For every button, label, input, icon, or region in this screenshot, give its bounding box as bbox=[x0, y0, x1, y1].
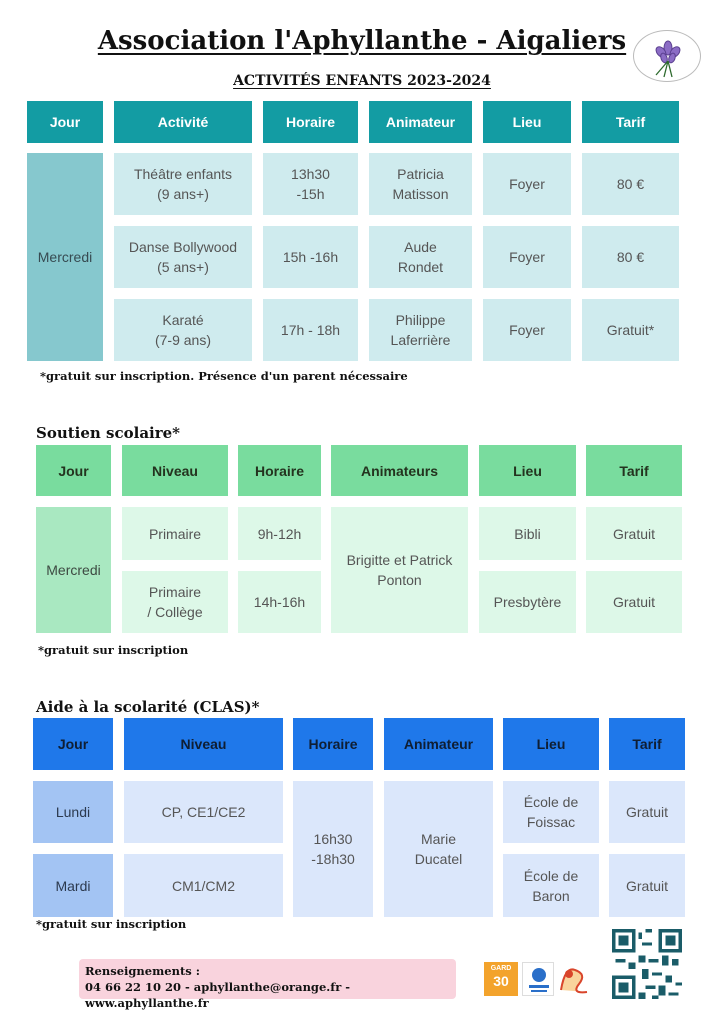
lieu-cell: Presbytère bbox=[479, 571, 576, 633]
animateur-cell: Marie Ducatel bbox=[384, 781, 493, 917]
caf-logo-icon bbox=[522, 962, 554, 996]
page-subtitle: ACTIVITÉS ENFANTS 2023-2024 bbox=[233, 73, 491, 89]
header-lieu: Lieu bbox=[503, 718, 599, 770]
animateur-cell: Patricia Matisson bbox=[369, 153, 472, 215]
header-lieu: Lieu bbox=[479, 445, 576, 496]
header-horaire: Horaire bbox=[293, 718, 373, 770]
tarif-cell: Gratuit bbox=[586, 571, 682, 633]
animateurs-cell: Brigitte et Patrick Ponton bbox=[331, 507, 468, 633]
activity-cell: Danse Bollywood (5 ans+) bbox=[114, 226, 252, 288]
header-jour: Jour bbox=[33, 718, 113, 770]
horaire-cell: 16h30 -18h30 bbox=[293, 781, 373, 917]
contact-line[interactable]: 04 66 22 10 20 - aphyllanthe@orange.fr -… bbox=[85, 980, 351, 1010]
page-title: Association l'Aphyllanthe - Aigaliers bbox=[97, 26, 627, 56]
header-jour: Jour bbox=[27, 101, 103, 143]
header-animateur: Animateur bbox=[384, 718, 493, 770]
qr-code-icon bbox=[612, 929, 682, 999]
header-niveau: Niveau bbox=[122, 445, 228, 496]
clas-note: *gratuit sur inscription bbox=[36, 917, 187, 931]
lieu-cell: Foyer bbox=[483, 299, 571, 361]
header-tarif: Tarif bbox=[582, 101, 679, 143]
lieu-cell: Foyer bbox=[483, 153, 571, 215]
day-cell: Lundi bbox=[33, 781, 113, 843]
lieu-cell: École de Foissac bbox=[503, 781, 599, 843]
horaire-cell: 13h30 -15h bbox=[263, 153, 358, 215]
activity-cell: Théâtre enfants (9 ans+) bbox=[114, 153, 252, 215]
section-title-clas: Aide à la scolarité (CLAS)* bbox=[36, 698, 260, 716]
header-activite: Activité bbox=[114, 101, 252, 143]
section-title-soutien: Soutien scolaire* bbox=[36, 424, 181, 442]
aphyllanthe-flower-icon bbox=[633, 30, 701, 82]
header-horaire: Horaire bbox=[263, 101, 358, 143]
header-horaire: Horaire bbox=[238, 445, 321, 496]
lieu-cell: Foyer bbox=[483, 226, 571, 288]
header-niveau: Niveau bbox=[124, 718, 283, 770]
tarif-cell: 80 € bbox=[582, 226, 679, 288]
header-tarif: Tarif bbox=[586, 445, 682, 496]
tarif-cell: Gratuit bbox=[609, 781, 685, 843]
header-jour: Jour bbox=[36, 445, 111, 496]
niveau-cell: CM1/CM2 bbox=[124, 854, 283, 917]
gard-logo-icon: GARD 30 bbox=[484, 962, 518, 996]
day-cell: Mardi bbox=[33, 854, 113, 917]
lieu-cell: Bibli bbox=[479, 507, 576, 560]
soutien-note: *gratuit sur inscription bbox=[38, 643, 189, 657]
activities-note: *gratuit sur inscription. Présence d'un … bbox=[40, 369, 408, 383]
contact-box: Renseignements : 04 66 22 10 20 - aphyll… bbox=[79, 959, 456, 1010]
day-cell: Mercredi bbox=[27, 153, 103, 361]
partner-logo-icon bbox=[557, 960, 591, 998]
tarif-cell: Gratuit bbox=[586, 507, 682, 560]
niveau-cell: Primaire bbox=[122, 507, 228, 560]
tarif-cell: Gratuit* bbox=[582, 299, 679, 361]
activity-cell: Karaté (7-9 ans) bbox=[114, 299, 252, 361]
tarif-cell: Gratuit bbox=[609, 854, 685, 917]
header-animateurs: Animateurs bbox=[331, 445, 468, 496]
horaire-cell: 14h-16h bbox=[238, 571, 321, 633]
horaire-cell: 9h-12h bbox=[238, 507, 321, 560]
tarif-cell: 80 € bbox=[582, 153, 679, 215]
horaire-cell: 15h -16h bbox=[263, 226, 358, 288]
header-animateur: Animateur bbox=[369, 101, 472, 143]
header-lieu: Lieu bbox=[483, 101, 571, 143]
animateur-cell: Philippe Laferrière bbox=[369, 299, 472, 361]
niveau-cell: Primaire / Collège bbox=[122, 571, 228, 633]
day-cell: Mercredi bbox=[36, 507, 111, 633]
contact-label: Renseignements : bbox=[85, 964, 200, 978]
lieu-cell: École de Baron bbox=[503, 854, 599, 917]
animateur-cell: Aude Rondet bbox=[369, 226, 472, 288]
header-tarif: Tarif bbox=[609, 718, 685, 770]
niveau-cell: CP, CE1/CE2 bbox=[124, 781, 283, 843]
horaire-cell: 17h - 18h bbox=[263, 299, 358, 361]
